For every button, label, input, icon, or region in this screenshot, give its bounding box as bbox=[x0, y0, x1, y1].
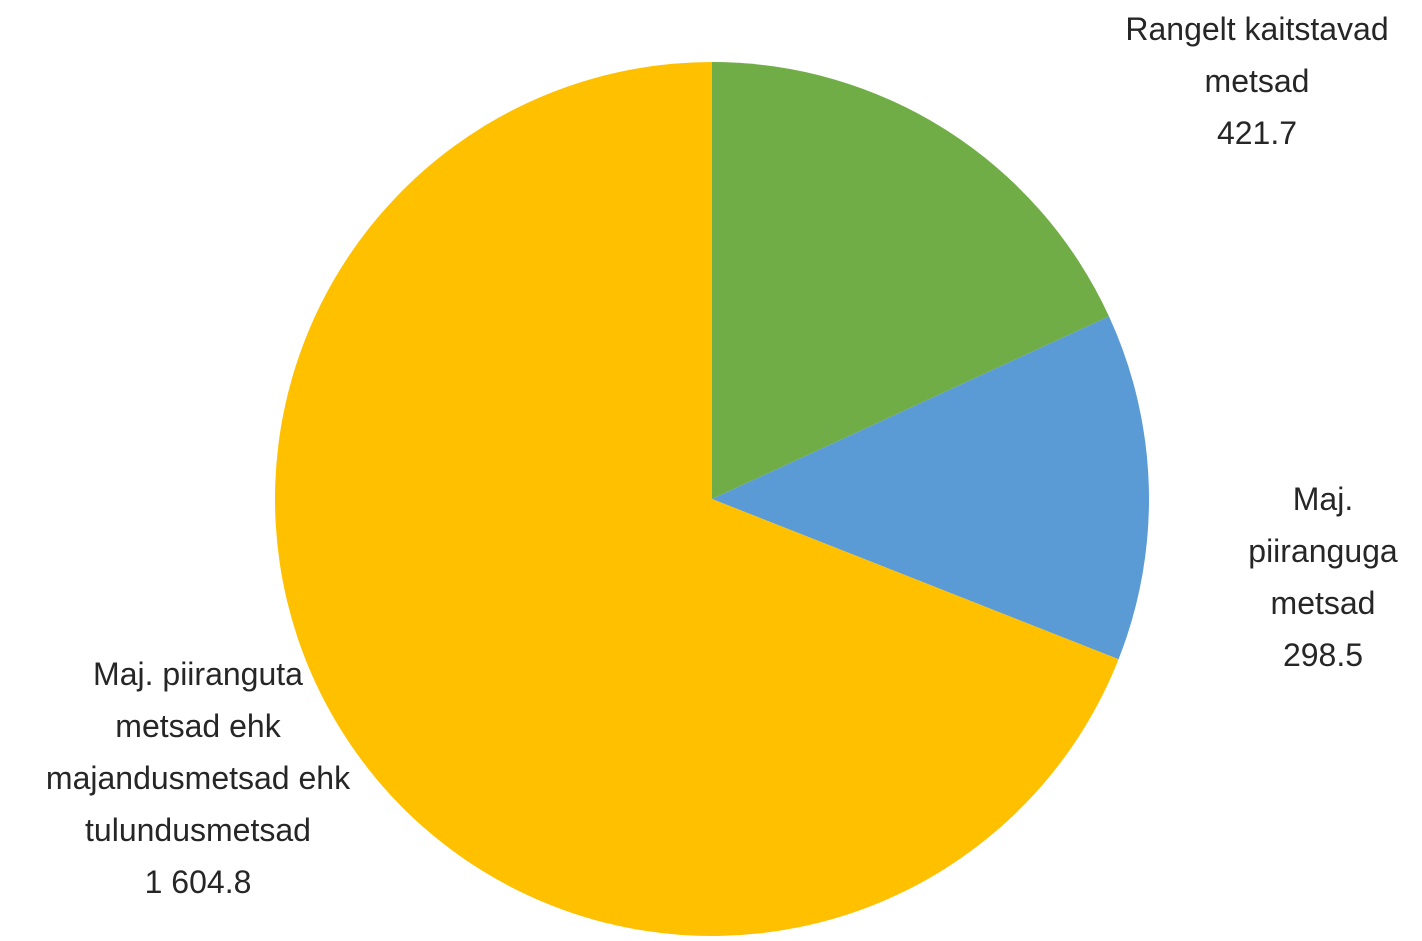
slice-label-1: Rangelt kaitstavad metsad 421.7 bbox=[1125, 11, 1388, 151]
pie-slice-3 bbox=[275, 62, 1119, 937]
slice-label-line: piiranguga bbox=[1248, 533, 1398, 569]
slice-value-1: 421.7 bbox=[1217, 115, 1297, 151]
slice-label-line: Rangelt kaitstavad bbox=[1125, 11, 1388, 47]
labels-layer: Rangelt kaitstavad metsad 421.7 Maj. piirang… bbox=[46, 11, 1398, 900]
pie-slice-1 bbox=[712, 62, 1109, 499]
slice-label-2: Maj. piiranguga metsad 298.5 bbox=[1248, 481, 1398, 673]
slice-label-line: metsad bbox=[1205, 63, 1310, 99]
slice-value-2: 298.5 bbox=[1283, 637, 1363, 673]
slice-label-line: metsad bbox=[1271, 585, 1376, 621]
slice-label-line: metsad ehk bbox=[115, 708, 281, 744]
pie-slice-2 bbox=[712, 316, 1149, 660]
slice-label-line: Maj. piiranguta bbox=[93, 656, 303, 692]
slices-layer bbox=[275, 62, 1149, 937]
slice-value-3: 1 604.8 bbox=[145, 864, 252, 900]
slice-label-3: Maj. piiranguta metsad ehk majandusmetsad … bbox=[46, 656, 351, 900]
slice-label-line: Maj. bbox=[1293, 481, 1353, 517]
slice-label-line: tulundusmetsad bbox=[85, 812, 311, 848]
slice-label-line: majandusmetsad ehk bbox=[46, 760, 351, 796]
